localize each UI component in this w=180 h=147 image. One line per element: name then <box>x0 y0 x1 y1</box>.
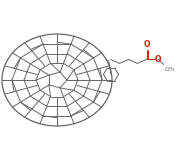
Text: O: O <box>155 55 161 64</box>
Text: $CH_3$: $CH_3$ <box>164 65 176 74</box>
Text: O: O <box>144 40 150 49</box>
